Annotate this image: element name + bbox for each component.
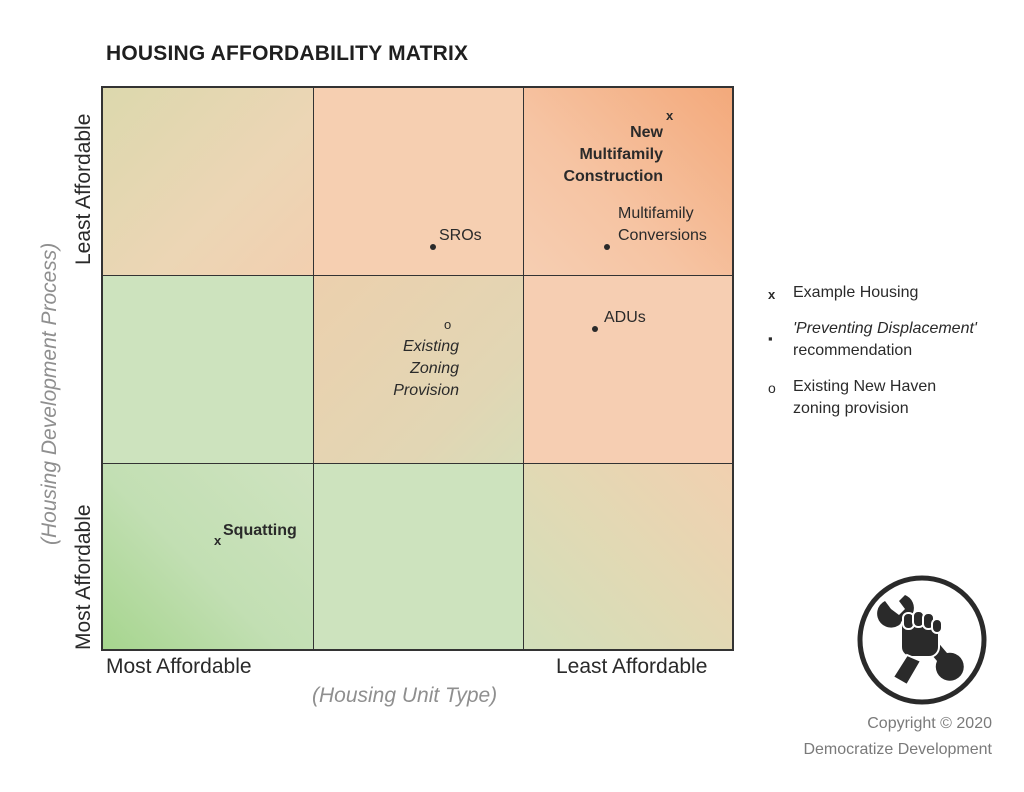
x-axis-low-label: Most Affordable [106,655,252,678]
existing-zoning-marker: o [444,317,452,332]
cell-r1-c1 [103,88,314,276]
multifamily-conversions-dot [604,244,610,250]
fist-wrench-icon [857,575,987,705]
cell-r3-c3 [524,464,732,649]
affordability-matrix [101,86,734,651]
copyright-organization: Democratize Development [803,741,992,758]
cell-r1-c3 [524,88,732,276]
x-marker-icon: x [768,287,776,302]
new-multifamily-label: New Multifamily Construction [563,124,663,185]
y-axis-high-label: Least Affordable [72,113,95,265]
cell-r1-c2 [314,88,524,276]
cell-r2-c2 [314,276,524,464]
squatting-marker: x [214,533,222,548]
cell-r2-c3 [524,276,732,464]
squatting-label: Squatting [223,522,297,539]
cell-r3-c2 [314,464,524,649]
sros-dot [430,244,436,250]
multifamily-conversions-label: Multifamily Conversions [618,205,707,244]
new-multifamily-marker: x [666,108,674,123]
y-axis-low-label: Most Affordable [72,504,95,650]
chart-title: HOUSING AFFORDABILITY MATRIX [106,42,469,65]
existing-zoning-label: Existing Zoning Provision [393,338,459,399]
cell-r3-c1 [103,464,314,649]
copyright-line: Copyright © 2020 [867,715,992,732]
x-axis-title: (Housing Unit Type) [312,684,498,707]
cell-r2-c1 [103,276,314,464]
square-marker-icon: ▪ [768,331,773,346]
adus-dot [592,326,598,332]
x-axis-high-label: Least Affordable [556,655,708,678]
sros-label: SROs [439,227,482,244]
circle-marker-icon: o [768,380,776,396]
adus-label: ADUs [604,309,646,326]
y-axis-title: (Housing Development Process) [38,242,61,545]
